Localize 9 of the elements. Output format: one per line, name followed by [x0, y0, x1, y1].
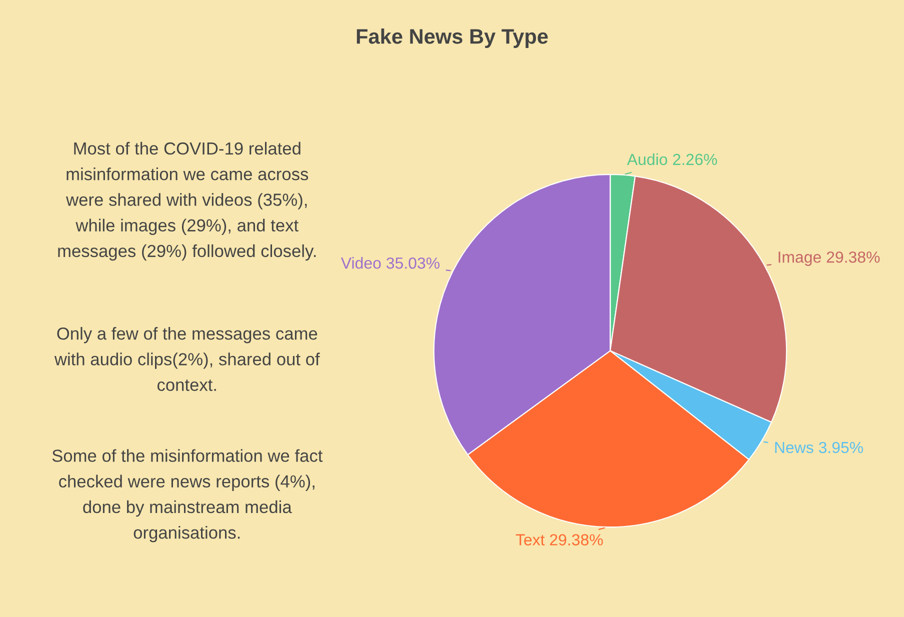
text: Most of the COVID-19 related misinformation we came across were shared with videos (35%), while images (29%), and text messages (29%) followed closely. — [58, 142, 316, 261]
chart-title: Fake News By Type — [356, 28, 548, 48]
text: Only a few of the messages came with audio clips(2%), shared out of context. — [54, 327, 320, 391]
slice-label: Audio 2.26% — [627, 153, 717, 166]
slice-label: News 3.95% — [775, 442, 864, 454]
slice-label: Video 35.03% — [340, 257, 440, 269]
text: Some of the misinformation we fact checked were news reports (4%), done by mainstream media organisations. — [52, 449, 323, 542]
slice-label: Text 29.38% — [516, 534, 603, 546]
slice-label: Image 29.38% — [778, 251, 880, 266]
